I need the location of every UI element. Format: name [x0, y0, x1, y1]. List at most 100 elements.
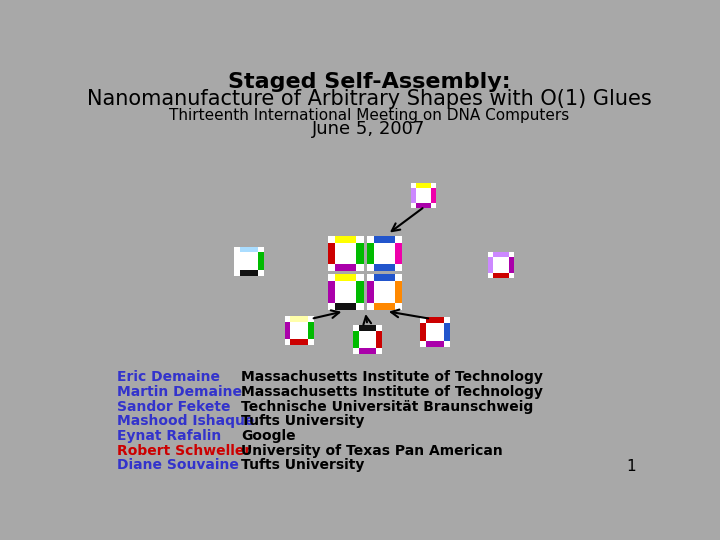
Text: Massachusetts Institute of Technology: Massachusetts Institute of Technology	[241, 370, 543, 384]
Bar	[411, 184, 416, 208]
Bar	[284, 316, 290, 322]
Bar	[328, 274, 335, 281]
Text: Google: Google	[241, 429, 296, 443]
Bar	[234, 247, 240, 252]
Bar	[374, 243, 395, 264]
Bar	[416, 184, 431, 188]
Bar	[234, 270, 240, 276]
Bar	[308, 316, 314, 322]
Bar	[258, 247, 264, 276]
Bar	[290, 322, 308, 339]
Text: 1: 1	[626, 460, 636, 475]
Bar	[284, 316, 290, 345]
Text: Nanomanufacture of Arbitrary Shapes with O(1) Glues: Nanomanufacture of Arbitrary Shapes with…	[86, 90, 652, 110]
Bar	[374, 236, 395, 243]
Bar	[377, 325, 382, 331]
Bar	[416, 188, 431, 203]
Bar	[426, 341, 444, 347]
Bar	[290, 339, 308, 345]
Bar	[420, 318, 426, 347]
Bar	[328, 236, 335, 243]
Bar	[353, 325, 359, 331]
Text: Robert Schweller: Robert Schweller	[117, 444, 251, 457]
Bar	[508, 252, 514, 257]
Text: Mashood Ishaque: Mashood Ishaque	[117, 414, 254, 428]
Bar	[366, 274, 374, 309]
Text: Sandor Fekete: Sandor Fekete	[117, 400, 230, 414]
Bar	[444, 318, 449, 323]
Bar	[353, 325, 359, 354]
Bar	[258, 247, 264, 252]
Bar	[240, 252, 258, 270]
Bar	[356, 264, 364, 271]
Bar	[431, 203, 436, 208]
Bar	[335, 281, 356, 302]
Text: Massachusetts Institute of Technology: Massachusetts Institute of Technology	[241, 385, 543, 399]
Bar	[493, 257, 508, 273]
Bar	[420, 341, 426, 347]
Bar	[395, 236, 402, 243]
Bar	[431, 184, 436, 208]
Bar	[353, 348, 359, 354]
Bar	[444, 341, 449, 347]
Bar	[234, 247, 264, 276]
Bar	[328, 274, 364, 309]
Bar	[308, 316, 314, 345]
Bar	[234, 247, 240, 276]
Bar	[335, 302, 356, 309]
Bar	[487, 252, 493, 278]
Text: University of Texas Pan American: University of Texas Pan American	[241, 444, 503, 457]
Bar	[359, 348, 377, 354]
Bar	[426, 323, 444, 341]
Text: Staged Self-Assembly:: Staged Self-Assembly:	[228, 72, 510, 92]
Bar	[374, 264, 395, 271]
Bar	[328, 264, 335, 271]
Bar	[508, 273, 514, 278]
Bar	[366, 236, 402, 271]
Bar	[493, 273, 508, 278]
Bar	[258, 270, 264, 276]
Bar	[395, 236, 402, 271]
Bar	[377, 348, 382, 354]
Bar	[420, 318, 426, 323]
Bar	[374, 274, 395, 281]
Bar	[356, 236, 364, 271]
Bar	[284, 339, 290, 345]
Bar	[308, 339, 314, 345]
Bar	[353, 325, 382, 354]
Bar	[359, 325, 377, 331]
Text: Martin Demaine: Martin Demaine	[117, 385, 242, 399]
Bar	[487, 273, 493, 278]
Bar	[335, 264, 356, 271]
Bar	[240, 270, 258, 276]
Bar	[395, 274, 402, 309]
Bar	[395, 302, 402, 309]
Bar	[356, 274, 364, 309]
Bar	[328, 236, 364, 271]
Bar	[395, 264, 402, 271]
Bar	[411, 184, 436, 208]
Bar	[508, 252, 514, 278]
Bar	[335, 274, 356, 281]
Bar	[420, 318, 449, 347]
Bar	[359, 331, 377, 348]
Bar	[366, 236, 374, 271]
Bar	[487, 252, 514, 278]
Bar	[374, 281, 395, 302]
Bar	[356, 302, 364, 309]
Bar	[395, 274, 402, 281]
Bar	[411, 203, 416, 208]
Bar	[366, 236, 374, 243]
Bar	[377, 325, 382, 354]
Bar	[328, 274, 335, 309]
Bar	[487, 252, 493, 257]
Bar	[290, 316, 308, 322]
Bar	[416, 203, 431, 208]
Bar	[284, 316, 314, 345]
Bar	[431, 184, 436, 188]
Text: Eynat Rafalin: Eynat Rafalin	[117, 429, 221, 443]
Bar	[366, 264, 374, 271]
Bar	[374, 302, 395, 309]
Bar	[366, 274, 402, 309]
Bar	[335, 243, 356, 264]
